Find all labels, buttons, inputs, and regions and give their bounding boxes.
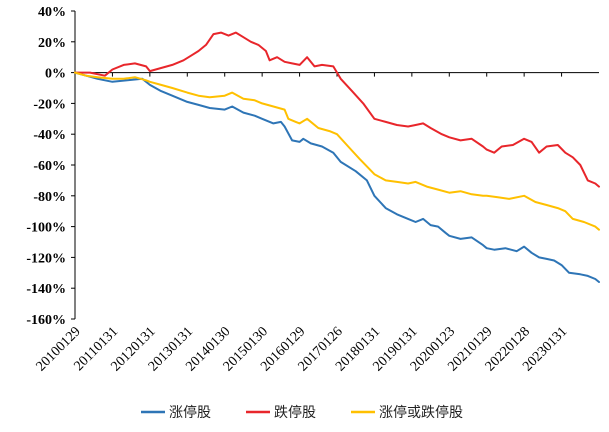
y-tick-label: 40% bbox=[38, 5, 66, 20]
y-tick-label: 0% bbox=[45, 67, 66, 82]
legend-item-3: 涨停或跌停股 bbox=[351, 404, 463, 421]
y-axis: 40% 20% 0% -20% -40% -60% -80% -100% -120% -140% -… bbox=[26, 5, 76, 328]
series-lines bbox=[74, 31, 600, 283]
y-tick-label: -60% bbox=[33, 159, 66, 174]
legend-label: 涨停股 bbox=[169, 404, 211, 421]
y-tick-label: -140% bbox=[26, 282, 66, 297]
y-tick-label: -160% bbox=[26, 313, 66, 328]
series-line-2 bbox=[74, 31, 600, 188]
series-line-3 bbox=[74, 71, 600, 231]
y-tick-label: -120% bbox=[26, 251, 66, 266]
x-axis: 2010012920110131201201312013013120140130… bbox=[34, 72, 599, 374]
y-tick-label: 20% bbox=[38, 36, 66, 51]
series-line-1 bbox=[74, 71, 600, 283]
legend: 涨停股 跌停股 涨停或跌停股 bbox=[141, 404, 463, 421]
y-tick-label: -80% bbox=[33, 190, 66, 205]
y-tick-label: -20% bbox=[33, 97, 66, 112]
legend-label: 跌停股 bbox=[274, 404, 316, 421]
legend-item-2: 跌停股 bbox=[246, 404, 316, 421]
y-tick-label: -100% bbox=[26, 221, 66, 236]
legend-label: 涨停或跌停股 bbox=[379, 404, 463, 421]
y-tick-label: -40% bbox=[33, 128, 66, 143]
legend-item-1: 涨停股 bbox=[141, 404, 211, 421]
